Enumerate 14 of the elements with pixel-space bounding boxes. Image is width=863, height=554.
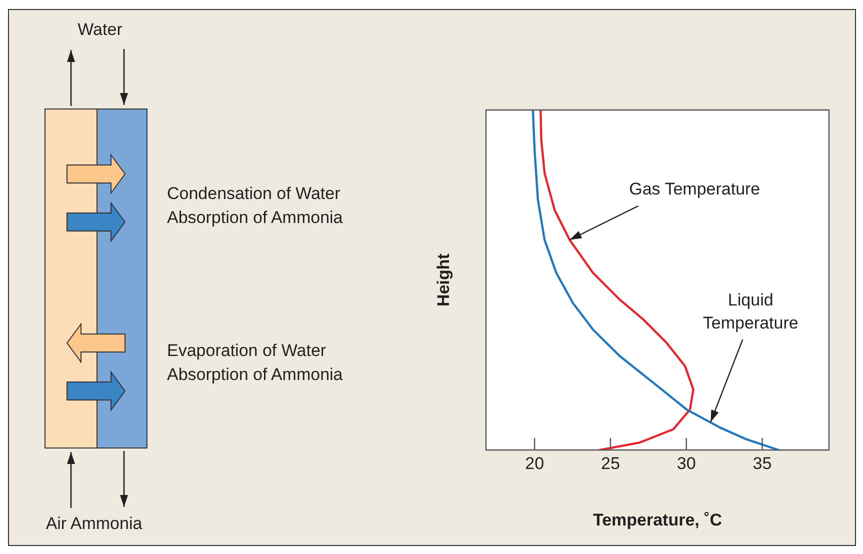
- annotation: Liquid Temperature: [702, 290, 798, 332]
- x-tick-label: 30: [676, 454, 696, 473]
- text: Evaporation of Water: [167, 341, 326, 361]
- text: Condensation of Water: [167, 184, 340, 204]
- x-axis-title: Temperature, ˚C: [592, 510, 722, 530]
- text: Absorption of Ammonia: [167, 208, 343, 228]
- annotation: Gas Temperature: [629, 180, 760, 199]
- y-axis-title: Height: [434, 253, 453, 306]
- x-tick-label: 25: [600, 454, 620, 473]
- x-tick-label: 20: [525, 454, 544, 473]
- text: Absorption of Ammonia: [167, 365, 343, 385]
- text: Water: [78, 20, 122, 40]
- text: Air Ammonia: [46, 514, 142, 534]
- x-tick-label: 35: [752, 454, 772, 473]
